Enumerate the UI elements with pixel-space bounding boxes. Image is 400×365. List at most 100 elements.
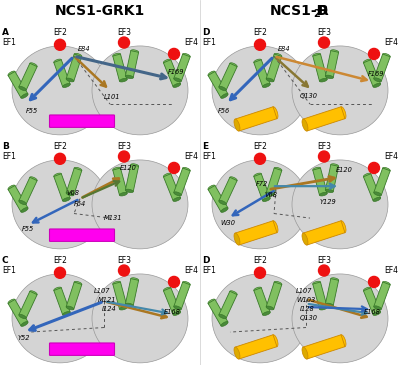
Bar	[266, 54, 282, 81]
Ellipse shape	[8, 71, 15, 76]
Text: F169: F169	[168, 69, 184, 75]
Bar	[364, 288, 380, 315]
Circle shape	[318, 265, 330, 276]
Bar	[19, 63, 37, 90]
Ellipse shape	[174, 78, 181, 82]
Ellipse shape	[340, 221, 346, 233]
Ellipse shape	[19, 314, 26, 319]
Text: EF3: EF3	[117, 256, 131, 265]
Ellipse shape	[320, 306, 327, 310]
Bar	[235, 221, 277, 245]
Bar	[254, 288, 270, 315]
Ellipse shape	[30, 291, 37, 295]
Circle shape	[368, 49, 380, 59]
Ellipse shape	[54, 173, 61, 177]
Ellipse shape	[234, 233, 240, 245]
Ellipse shape	[230, 63, 237, 67]
Ellipse shape	[19, 86, 26, 91]
Text: E84: E84	[278, 46, 291, 52]
Bar	[113, 282, 127, 309]
Text: F169: F169	[368, 72, 384, 77]
Ellipse shape	[66, 306, 74, 310]
Bar	[303, 335, 345, 359]
Bar	[54, 288, 70, 315]
Ellipse shape	[12, 274, 108, 363]
Ellipse shape	[272, 221, 278, 233]
Bar	[254, 174, 270, 201]
Ellipse shape	[183, 281, 190, 285]
Circle shape	[54, 39, 66, 50]
Text: 2: 2	[313, 9, 320, 19]
Ellipse shape	[92, 160, 188, 249]
Ellipse shape	[163, 59, 171, 63]
Text: E84: E84	[78, 46, 91, 52]
Ellipse shape	[208, 71, 215, 76]
Text: EF3: EF3	[317, 142, 331, 151]
Bar	[364, 60, 380, 87]
Text: EF4: EF4	[384, 266, 398, 275]
Ellipse shape	[266, 78, 274, 82]
Bar	[164, 288, 180, 315]
Text: Y129: Y129	[320, 199, 337, 205]
Ellipse shape	[92, 46, 188, 135]
Ellipse shape	[8, 185, 15, 190]
Text: EF4: EF4	[384, 38, 398, 47]
Bar	[325, 278, 339, 306]
FancyBboxPatch shape	[50, 229, 114, 241]
Bar	[164, 174, 180, 201]
Text: E: E	[202, 142, 208, 151]
Circle shape	[54, 267, 66, 278]
Ellipse shape	[254, 287, 261, 291]
Ellipse shape	[131, 50, 139, 53]
Ellipse shape	[8, 299, 15, 304]
Bar	[303, 221, 345, 245]
Ellipse shape	[373, 83, 381, 87]
Ellipse shape	[208, 185, 215, 190]
Text: R: R	[318, 4, 329, 18]
Circle shape	[318, 37, 330, 48]
Ellipse shape	[163, 287, 171, 291]
Ellipse shape	[21, 93, 28, 98]
Ellipse shape	[131, 164, 139, 167]
Circle shape	[54, 153, 66, 164]
Text: EF3: EF3	[117, 28, 131, 37]
Text: NCS1-GRK1: NCS1-GRK1	[55, 4, 145, 18]
Circle shape	[118, 151, 130, 162]
Bar	[325, 51, 339, 78]
Bar	[125, 51, 139, 78]
Ellipse shape	[383, 53, 390, 57]
Ellipse shape	[292, 274, 388, 363]
Ellipse shape	[120, 78, 127, 82]
Circle shape	[168, 49, 180, 59]
Ellipse shape	[340, 335, 346, 347]
Text: EF3: EF3	[317, 28, 331, 37]
Text: E120: E120	[336, 167, 353, 173]
Text: W30: W30	[220, 220, 235, 226]
Ellipse shape	[302, 233, 308, 245]
Ellipse shape	[74, 281, 82, 285]
Ellipse shape	[174, 306, 181, 310]
Bar	[208, 72, 228, 98]
Ellipse shape	[125, 75, 133, 78]
Ellipse shape	[120, 192, 127, 196]
Text: V68: V68	[264, 192, 277, 198]
Bar	[208, 185, 228, 212]
Text: L107: L107	[296, 288, 312, 294]
Ellipse shape	[373, 311, 381, 315]
Ellipse shape	[302, 347, 308, 359]
Ellipse shape	[313, 53, 320, 57]
Bar	[19, 291, 37, 318]
Ellipse shape	[63, 312, 70, 315]
Text: EF2: EF2	[53, 28, 67, 37]
Ellipse shape	[373, 197, 381, 201]
Ellipse shape	[363, 59, 371, 63]
Ellipse shape	[113, 167, 120, 171]
Ellipse shape	[325, 189, 333, 193]
Text: EF2: EF2	[53, 256, 67, 265]
Ellipse shape	[54, 287, 61, 291]
Text: B: B	[2, 142, 9, 151]
Bar	[219, 177, 237, 204]
Text: I128: I128	[300, 306, 315, 312]
Text: D: D	[202, 256, 210, 265]
Ellipse shape	[183, 53, 190, 57]
